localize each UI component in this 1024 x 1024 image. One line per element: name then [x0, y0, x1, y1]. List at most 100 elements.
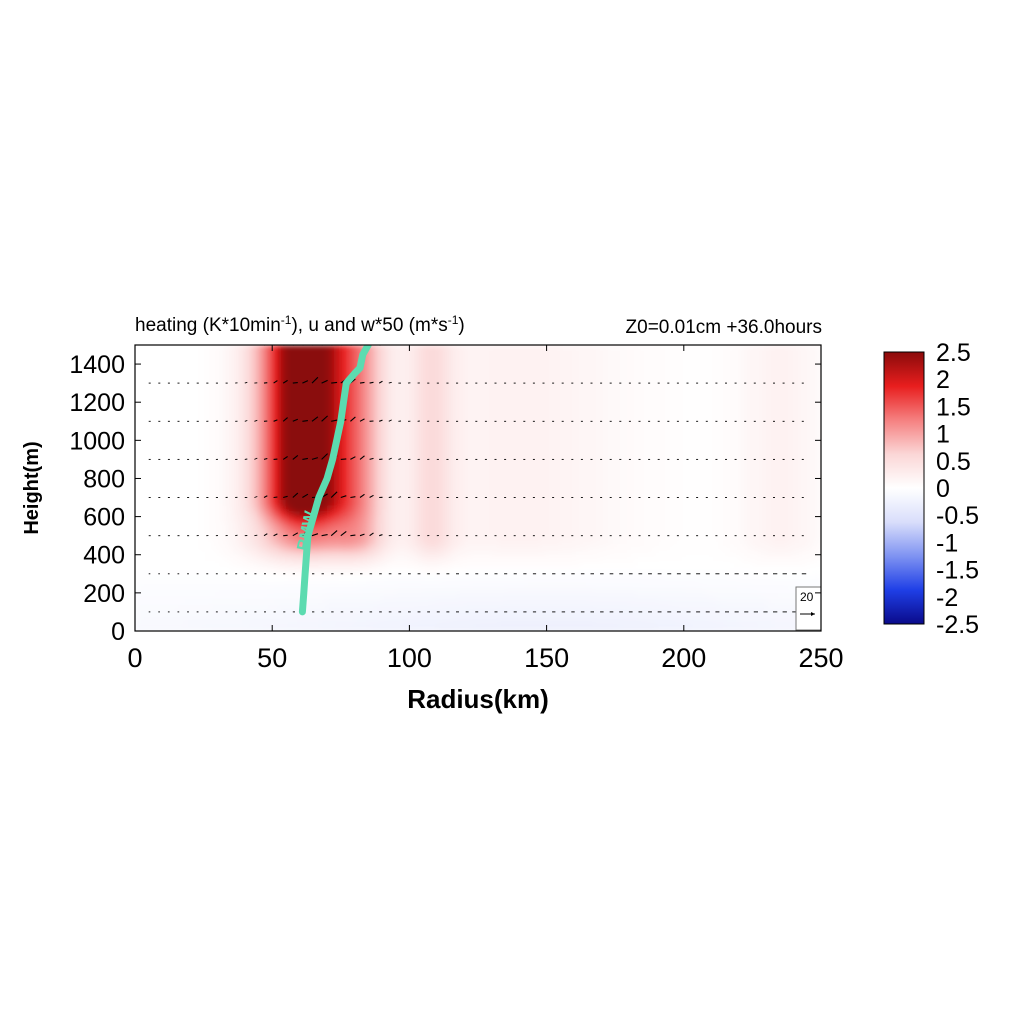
heatmap-cell	[587, 459, 596, 466]
heatmap-cell	[306, 470, 314, 478]
heatmap-cell	[683, 345, 692, 352]
heatmap-cell	[375, 568, 383, 575]
heatmap-cell	[169, 602, 177, 609]
heatmap-cell	[793, 367, 802, 375]
heatmap-cell	[580, 516, 589, 523]
heatmap-cell	[766, 356, 774, 363]
heatmap-cell	[416, 505, 424, 512]
heatmap-cell	[333, 533, 342, 541]
heatmap-cell	[162, 453, 170, 460]
heatmap-cell	[814, 510, 821, 518]
heatmap-cell	[272, 510, 280, 518]
heatmap-cell	[183, 430, 191, 438]
heatmap-cell	[203, 545, 212, 552]
heatmap-cell	[231, 350, 239, 357]
heatmap-cell	[430, 430, 438, 438]
heatmap-cell	[430, 407, 438, 415]
heatmap-cell	[642, 470, 651, 478]
heatmap-cell	[210, 579, 218, 586]
heatmap-cell	[265, 550, 273, 558]
heatmap-cell	[471, 510, 479, 518]
heatmap-cell	[265, 579, 273, 586]
heatmap-cell	[436, 545, 445, 552]
heatmap-cell	[471, 562, 479, 569]
heatmap-cell	[231, 407, 239, 415]
heatmap-cell	[814, 419, 821, 426]
heatmap-cell	[285, 533, 294, 541]
heatmap-cell	[162, 602, 170, 609]
heatmap-cell	[402, 510, 410, 518]
heatmap-cell	[237, 596, 246, 603]
heatmap-cell	[423, 379, 431, 386]
heatmap-cell	[594, 362, 603, 369]
heatmap-cell	[306, 430, 314, 438]
heatmap-cell	[251, 442, 260, 449]
heatmap-cell	[560, 499, 568, 506]
heatmap-cell	[752, 619, 760, 626]
heatmap-cell	[704, 453, 712, 460]
heatmap-cell	[498, 436, 507, 443]
heatmap-cell	[333, 528, 342, 535]
heatmap-cell	[656, 390, 664, 398]
heatmap-cell	[320, 385, 328, 392]
heatmap-cell	[718, 345, 726, 352]
heatmap-cell	[155, 402, 164, 409]
heatmap-cell	[347, 625, 356, 631]
heatmap-cell	[258, 488, 266, 495]
heatmap-cell	[347, 556, 356, 563]
heatmap-cell	[231, 442, 239, 449]
heatmap-cell	[505, 573, 513, 581]
heatmap-cell	[388, 402, 397, 409]
heatmap-cell	[402, 465, 410, 472]
heatmap-cell	[793, 413, 802, 420]
heatmap-cell	[560, 425, 568, 432]
heatmap-cell	[265, 585, 273, 592]
heatmap-cell	[745, 596, 753, 603]
heatmap-cell	[546, 533, 555, 541]
heatmap-cell	[313, 362, 321, 369]
heatmap-cell	[285, 562, 294, 569]
heatmap-cell	[251, 499, 260, 506]
heatmap-cell	[279, 356, 287, 363]
heatmap-cell	[155, 379, 164, 386]
heatmap-cell	[292, 579, 301, 586]
heatmap-cell	[567, 413, 575, 420]
heatmap-cell	[402, 556, 410, 563]
heatmap-cell	[539, 476, 548, 483]
heatmap-cell	[560, 533, 568, 541]
heatmap-cell	[354, 545, 362, 552]
heatmap-cell	[265, 539, 273, 546]
heatmap-cell	[704, 556, 712, 563]
heatmap-cell	[224, 539, 232, 546]
heatmap-cell	[162, 505, 170, 512]
heatmap-cell	[155, 528, 164, 535]
heatmap-cell	[299, 402, 308, 409]
heatmap-cell	[443, 602, 452, 609]
heatmap-cell	[779, 385, 788, 392]
heatmap-cell	[786, 470, 795, 478]
heatmap-cell	[704, 545, 712, 552]
heatmap-cell	[340, 425, 349, 432]
heatmap-cell	[532, 350, 541, 357]
heatmap-cell	[663, 545, 671, 552]
heatmap-cell	[711, 407, 719, 415]
heatmap-cell	[553, 465, 561, 472]
heatmap-cell	[478, 488, 486, 495]
heatmap-cell	[793, 459, 802, 466]
heatmap-cell	[443, 373, 452, 380]
heatmap-cell	[155, 516, 164, 523]
heatmap-cell	[361, 602, 369, 609]
heatmap-cell	[779, 591, 788, 598]
heatmap-cell	[628, 493, 637, 500]
heatmap-cell	[210, 516, 218, 523]
heatmap-cell	[224, 482, 232, 489]
heatmap-cell	[628, 528, 637, 535]
heatmap-cell	[526, 407, 534, 415]
heatmap-cell	[800, 476, 808, 483]
heatmap-cell	[457, 453, 465, 460]
heatmap-cell	[327, 350, 335, 357]
heatmap-cell	[539, 345, 548, 352]
heatmap-cell	[800, 373, 808, 380]
heatmap-cell	[594, 608, 603, 615]
heatmap-cell	[725, 516, 733, 523]
